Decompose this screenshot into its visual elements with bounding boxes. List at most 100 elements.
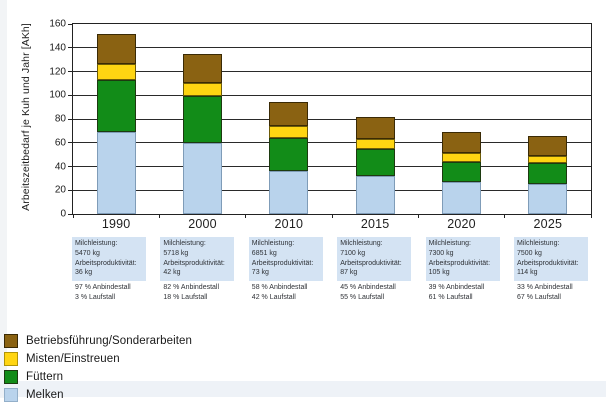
- info-anbindestall-value: 82 % Anbindestall: [163, 284, 220, 292]
- info-anbindestall-value: 97 % Anbindestall: [75, 284, 131, 292]
- info-milk-value: 6851 kg: [251, 249, 277, 257]
- x-tick-mark: [158, 214, 160, 218]
- bar-segment-betriebsf-hrung-sonderarbeiten: [355, 116, 395, 140]
- legend-row: Füttern: [4, 368, 192, 386]
- y-tick-mark: [68, 94, 73, 96]
- y-tick-mark: [68, 213, 73, 215]
- info-laufstall-value: 67 % Laufstall: [517, 293, 561, 301]
- legend-label: Misten/Einstreuen: [26, 353, 120, 365]
- info-box-highlight: Milchleistung: 6851 kg Arbeitsproduktivitä…: [248, 237, 323, 282]
- info-milk-value: 7100 kg: [340, 249, 366, 257]
- info-milk-value: 5718 kg: [163, 249, 189, 257]
- info-milk-label: Milchleistung:: [251, 240, 295, 247]
- x-tick-mark: [245, 214, 247, 218]
- y-tick-label: 100: [49, 89, 66, 101]
- info-productivity-label: Arbeitsproduktivität:: [163, 259, 225, 267]
- info-milk-label: Milchleistung:: [340, 240, 383, 247]
- info-box-stall: 33 % Anbindestall 67 % Laufstall: [514, 281, 588, 303]
- y-tick-mark: [68, 189, 73, 191]
- y-tick-mark: [68, 142, 73, 144]
- bar-segment-f-ttern: [96, 79, 136, 133]
- x-tick-mark: [417, 214, 419, 218]
- info-productivity-label: Arbeitsproduktivität:: [428, 259, 491, 267]
- bar-segment-misten-einstreuen: [355, 139, 395, 149]
- legend-row: Misten/Einstreuen: [4, 350, 192, 368]
- gridline: [73, 47, 591, 49]
- y-tick-label: 80: [54, 113, 66, 125]
- info-box-stall: 97 % Anbindestall 3 % Laufstall: [72, 281, 146, 303]
- info-anbindestall-value: 39 % Anbindestall: [428, 284, 485, 292]
- info-laufstall-value: 61 % Laufstall: [428, 293, 473, 301]
- info-milk-value: 7500 kg: [517, 249, 542, 257]
- info-anbindestall-value: 45 % Anbindestall: [340, 284, 396, 292]
- info-box-2015: Milchleistung: 7100 kg Arbeitsproduktivitä…: [337, 237, 412, 303]
- x-category-label: 2015: [360, 217, 390, 231]
- y-tick-label: 40: [54, 161, 66, 172]
- y-tick-mark: [68, 118, 73, 120]
- legend-swatch-icon: [4, 352, 18, 366]
- legend-label: Melken: [26, 389, 64, 401]
- x-category-label: 2020: [447, 217, 476, 231]
- bar-segment-betriebsf-hrung-sonderarbeiten: [442, 132, 481, 154]
- bar-segment-betriebsf-hrung-sonderarbeiten: [183, 53, 222, 84]
- info-box-stall: 39 % Anbindestall 61 % Laufstall: [426, 281, 500, 303]
- info-milk-value: 7300 kg: [428, 249, 454, 257]
- legend-label: Füttern: [26, 371, 64, 383]
- y-tick-label: 60: [54, 137, 66, 149]
- info-milk-label: Milchleistung:: [428, 240, 472, 247]
- bar-segment-melken: [183, 142, 222, 214]
- x-tick-mark: [590, 214, 592, 218]
- x-category-label: 2000: [188, 217, 217, 231]
- info-box-highlight: Milchleistung: 7300 kg Arbeitsproduktivitä…: [425, 237, 500, 282]
- info-milk-label: Milchleistung:: [517, 240, 560, 247]
- info-box-2020: Milchleistung: 7300 kg Arbeitsproduktivitä…: [425, 237, 500, 303]
- info-milk-value: 5470 kg: [75, 249, 100, 257]
- info-laufstall-value: 3 % Laufstall: [75, 293, 116, 301]
- info-laufstall-value: 55 % Laufstall: [340, 293, 385, 301]
- gridline: [73, 118, 591, 120]
- bottom-highlight-band: [0, 381, 606, 397]
- bar-segment-melken: [96, 132, 136, 214]
- info-anbindestall-value: 58 % Anbindestall: [251, 284, 308, 292]
- info-box-stall: 45 % Anbindestall 55 % Laufstall: [337, 281, 411, 303]
- x-tick-mark: [331, 214, 333, 218]
- info-box-highlight: Milchleistung: 5470 kg Arbeitsproduktivitä…: [72, 237, 146, 282]
- info-productivity-value: 114 kg: [517, 269, 538, 277]
- info-productivity-value: 105 kg: [428, 269, 450, 277]
- legend-row: Melken: [4, 386, 192, 402]
- chart-legend: Betriebsführung/Sonderarbeiten Misten/Ein…: [4, 332, 192, 402]
- bar-segment-f-ttern: [183, 96, 222, 143]
- bar-segment-misten-einstreuen: [183, 83, 222, 97]
- x-tick-mark: [504, 214, 506, 218]
- x-category-label: 2010: [274, 217, 304, 231]
- y-tick-mark: [68, 166, 73, 167]
- info-productivity-value: 73 kg: [251, 269, 269, 277]
- x-tick-mark: [72, 214, 74, 218]
- info-box-2010: Milchleistung: 6851 kg Arbeitsproduktivitä…: [248, 237, 323, 303]
- x-category-label: 1990: [101, 217, 131, 231]
- info-productivity-label: Arbeitsproduktivität:: [251, 259, 314, 267]
- bar-segment-melken: [528, 184, 568, 214]
- info-box-highlight: Milchleistung: 7500 kg Arbeitsproduktivitä…: [514, 237, 588, 282]
- legend-row: Betriebsführung/Sonderarbeiten: [4, 332, 192, 350]
- plot-area: 0 20 40 60 80 100 120 140 160: [49, 19, 592, 220]
- bar-segment-f-ttern: [269, 138, 309, 172]
- info-laufstall-value: 42 % Laufstall: [251, 293, 296, 301]
- info-box-1990: Milchleistung: 5470 kg Arbeitsproduktivitä…: [72, 237, 146, 303]
- y-tick-label: 160: [49, 18, 66, 30]
- y-axis-title: Arbeitszeitbedarf je Kuh und Jahr [AKh]: [20, 23, 32, 211]
- info-box-stall: 58 % Anbindestall 42 % Laufstall: [249, 281, 323, 303]
- bar-segment-misten-einstreuen: [269, 126, 309, 138]
- bar-segment-misten-einstreuen: [528, 155, 568, 163]
- info-productivity-value: 36 kg: [75, 269, 93, 277]
- info-box-highlight: Milchleistung: 7100 kg Arbeitsproduktivitä…: [337, 237, 412, 282]
- bar-segment-betriebsf-hrung-sonderarbeiten: [96, 33, 136, 65]
- y-tick-label: 0: [60, 208, 66, 220]
- bar-segment-melken: [269, 171, 309, 214]
- bar-segment-f-ttern: [528, 162, 568, 185]
- gridline: [73, 189, 591, 191]
- gridline: [73, 94, 591, 96]
- page-edge-strip: [0, 0, 7, 398]
- y-tick-mark: [68, 47, 73, 49]
